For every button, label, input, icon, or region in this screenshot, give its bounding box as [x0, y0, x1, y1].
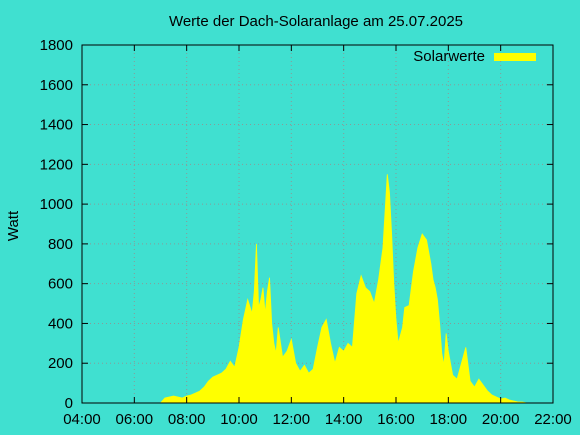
- series-area-solarwerte: [159, 174, 532, 404]
- x-tick-label: 22:00: [534, 411, 572, 428]
- chart-title: Werte der Dach-Solaranlage am 25.07.2025: [169, 13, 463, 30]
- y-tick-label: 800: [48, 236, 73, 253]
- x-tick-label: 18:00: [430, 411, 468, 428]
- legend: Solarwerte: [413, 48, 536, 65]
- y-tick-label: 1000: [40, 196, 73, 213]
- y-tick-label: 1600: [40, 77, 73, 94]
- x-tick-label: 12:00: [273, 411, 311, 428]
- x-tick-label: 06:00: [116, 411, 154, 428]
- y-tick-label: 0: [65, 395, 73, 412]
- x-tick-label: 04:00: [63, 411, 101, 428]
- y-tick-label: 400: [48, 315, 73, 332]
- plot-layer: [159, 174, 532, 404]
- axis-layer: 0 200 400 600 800 1000 1200 1400 1600 1800 04:00 06…: [40, 37, 572, 428]
- y-tick-label: 600: [48, 276, 73, 293]
- y-tick-label: 1400: [40, 117, 73, 134]
- y-tick-label: 1200: [40, 156, 73, 173]
- plot-frame: [81, 44, 554, 404]
- legend-swatch: [494, 53, 536, 61]
- x-tick-label: 16:00: [377, 411, 415, 428]
- legend-label: Solarwerte: [413, 48, 485, 65]
- x-tick-label: 08:00: [168, 411, 206, 428]
- y-axis-label: Watt: [5, 210, 22, 241]
- x-tick-label: 14:00: [325, 411, 363, 428]
- x-tick-label: 20:00: [482, 411, 520, 428]
- y-tick-label: 200: [48, 355, 73, 372]
- y-tick-label: 1800: [40, 37, 73, 54]
- grid-layer: [82, 45, 553, 403]
- x-tick-label: 10:00: [220, 411, 258, 428]
